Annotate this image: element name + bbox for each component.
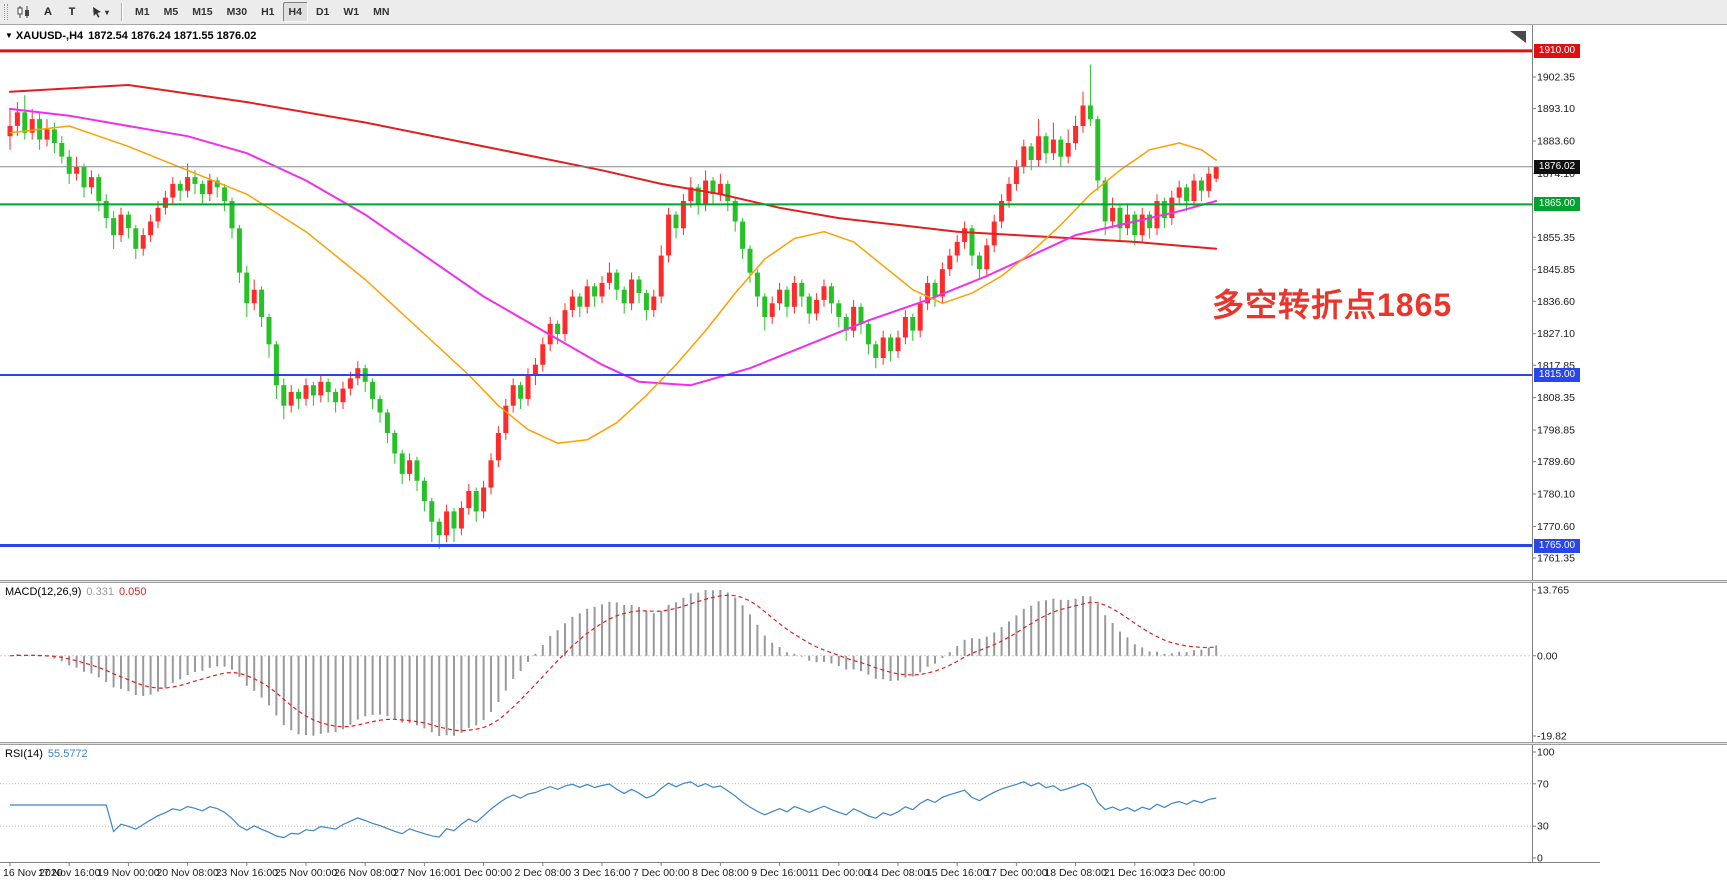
timeframe-m15-button[interactable]: M15 [192, 6, 213, 18]
chart-shift-marker-icon[interactable] [1510, 31, 1526, 43]
svg-text:1817.85: 1817.85 [1537, 360, 1575, 372]
macd-signal-line [9, 594, 1217, 732]
svg-text:18 Dec 08:00: 18 Dec 08:00 [1044, 867, 1107, 879]
svg-text:9 Dec 16:00: 9 Dec 16:00 [751, 867, 808, 879]
panel-chrome [0, 25, 1727, 863]
timeframe-m30-button[interactable]: M30 [226, 6, 248, 18]
svg-text:1874.10: 1874.10 [1537, 168, 1575, 180]
svg-text:27 Nov 16:00: 27 Nov 16:00 [393, 867, 456, 879]
svg-text:7 Dec 00:00: 7 Dec 00:00 [633, 867, 690, 879]
svg-text:2 Dec 08:00: 2 Dec 08:00 [514, 867, 571, 879]
svg-text:8 Dec 08:00: 8 Dec 08:00 [692, 867, 749, 879]
rsi-indicator-label: RSI(14) 55.5772 [5, 748, 93, 760]
rsi-value: 55.5772 [47, 748, 88, 760]
macd-value-main: 0.331 [86, 586, 114, 598]
chart-ohlc-values: 1872.54 1876.24 1871.55 1876.02 [88, 30, 257, 42]
timeframe-mn-button[interactable]: MN [373, 6, 390, 18]
svg-text:100: 100 [1537, 747, 1555, 759]
svg-text:1780.10: 1780.10 [1537, 489, 1575, 501]
svg-text:-19.82: -19.82 [1537, 731, 1567, 743]
svg-text:1789.60: 1789.60 [1537, 456, 1575, 468]
arrow-tool-label: A [44, 6, 52, 18]
svg-text:11 Dec 00:00: 11 Dec 00:00 [808, 867, 870, 879]
dropdown-caret-icon: ▾ [104, 7, 109, 17]
svg-text:1845.85: 1845.85 [1537, 264, 1575, 276]
svg-text:1770.60: 1770.60 [1537, 521, 1575, 533]
timeframe-h1-button[interactable]: H1 [261, 6, 275, 18]
horizontal-lines-layer[interactable] [0, 49, 1532, 547]
svg-text:26 Nov 08:00: 26 Nov 08:00 [334, 867, 397, 879]
svg-text:30: 30 [1537, 821, 1549, 833]
svg-text:1808.35: 1808.35 [1537, 392, 1575, 404]
svg-text:1855.35: 1855.35 [1537, 232, 1575, 244]
svg-text:17 Dec 00:00: 17 Dec 00:00 [985, 867, 1048, 879]
timeframe-d1-button[interactable]: D1 [315, 6, 330, 18]
annotation-text: 多空转折点1865 [1212, 287, 1453, 323]
svg-text:1883.60: 1883.60 [1537, 135, 1575, 147]
svg-text:17 Nov 16:00: 17 Nov 16:00 [38, 867, 101, 879]
text-tool-button[interactable]: T [61, 2, 83, 22]
svg-text:1836.60: 1836.60 [1537, 296, 1575, 308]
svg-text:21 Dec 16:00: 21 Dec 16:00 [1104, 867, 1167, 879]
timeframe-h4-button[interactable]: H4 [282, 2, 308, 22]
ma-fast-orange [9, 125, 1217, 444]
macd-layer: 13.765 0.00 -19.82 [0, 585, 1569, 743]
macd-name: MACD(12,26,9) [5, 586, 82, 598]
svg-text:14 Dec 08:00: 14 Dec 08:00 [867, 867, 930, 879]
svg-text:1761.35: 1761.35 [1537, 552, 1575, 564]
toolbar-grip[interactable] [4, 4, 8, 20]
svg-text:0: 0 [1537, 853, 1543, 865]
svg-text:25 Nov 00:00: 25 Nov 00:00 [275, 867, 338, 879]
svg-text:1902.35: 1902.35 [1537, 72, 1575, 84]
arrow-tool-button[interactable]: A [37, 2, 59, 22]
toolbar-separator [121, 3, 123, 21]
svg-text:1893.10: 1893.10 [1537, 103, 1575, 115]
rsi-layer: 100 70 30 0 [0, 747, 1555, 865]
rsi-name: RSI(14) [5, 748, 43, 760]
timeframe-m5-button[interactable]: M5 [163, 6, 179, 18]
svg-text:19 Nov 00:00: 19 Nov 00:00 [97, 867, 160, 879]
cursor-tool-dropdown[interactable]: ▾ [85, 2, 115, 22]
text-tool-label: T [68, 6, 76, 18]
chart-title-bar: ▼ XAUUSD-,H4 1872.54 1876.24 1871.55 1876.… [5, 30, 256, 42]
price-axis: 1902.35 1893.10 1883.60 1874.10 1855.35 1845.… [1532, 72, 1575, 564]
moving-averages-layer [9, 84, 1218, 444]
timeframe-m1-button[interactable]: M1 [135, 6, 150, 18]
svg-text:0.00: 0.00 [1537, 650, 1558, 662]
macd-indicator-label: MACD(12,26,9) 0.331 0.050 [5, 586, 151, 598]
svg-text:1798.85: 1798.85 [1537, 425, 1575, 437]
svg-text:20 Nov 08:00: 20 Nov 08:00 [156, 867, 219, 879]
rsi-line [10, 781, 1217, 839]
svg-text:3 Dec 16:00: 3 Dec 16:00 [574, 867, 631, 879]
svg-text:16 Nov 2020: 16 Nov 2020 [3, 867, 63, 879]
ma-mid-magenta [9, 107, 1218, 387]
ma-slow-red [9, 84, 1218, 250]
svg-text:1827.10: 1827.10 [1537, 328, 1575, 340]
svg-text:15 Dec 16:00: 15 Dec 16:00 [926, 867, 989, 879]
cursor-icon [92, 7, 101, 18]
candles-layer [7, 64, 1219, 549]
main-toolbar: A T ▾ M1 M5 M15 M30 H1 H4 D1 W1 MN [0, 0, 1727, 25]
svg-text:23 Nov 16:00: 23 Nov 16:00 [216, 867, 279, 879]
chart-dropdown-icon[interactable]: ▼ [5, 31, 13, 40]
chart-type-button[interactable] [13, 2, 35, 22]
timeframe-w1-button[interactable]: W1 [343, 6, 360, 18]
svg-text:70: 70 [1537, 778, 1549, 790]
chart-symbol-period: XAUUSD-,H4 [15, 30, 84, 42]
svg-text:13.765: 13.765 [1537, 585, 1569, 597]
candlestick-chart-icon [17, 6, 29, 18]
svg-text:1 Dec 00:00: 1 Dec 00:00 [455, 867, 512, 879]
macd-value-signal: 0.050 [118, 586, 147, 598]
svg-text:23 Dec 00:00: 23 Dec 00:00 [1163, 867, 1226, 879]
